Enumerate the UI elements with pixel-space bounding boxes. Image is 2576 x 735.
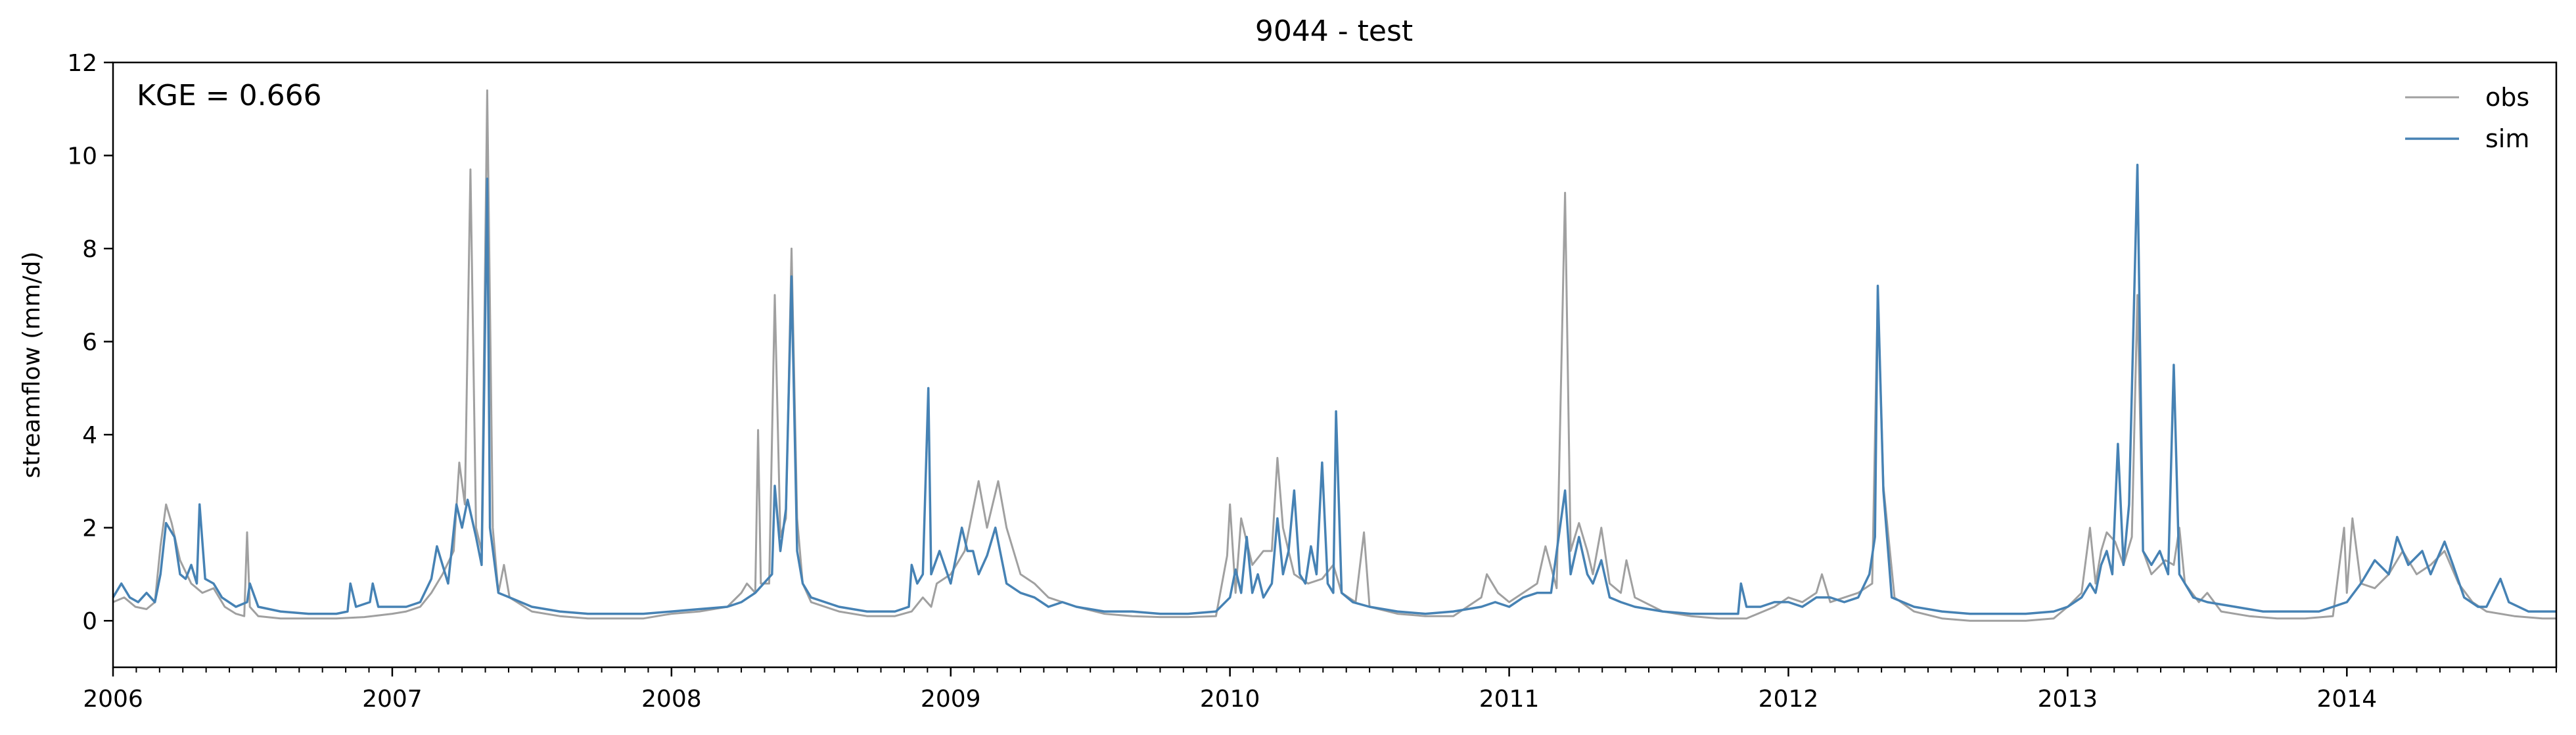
x-tick-label: 2014: [2317, 686, 2378, 713]
y-tick-label: 0: [82, 608, 97, 635]
series-line-sim: [112, 163, 2556, 615]
y-tick-label: 2: [82, 515, 97, 542]
y-tick-label: 12: [67, 50, 97, 77]
x-axis-ticks: 2006 2007 2008 2009 2010 2011 2012 2013 2014: [83, 667, 2557, 713]
x-tick-label: 2011: [1479, 686, 1540, 713]
y-tick-label: 10: [67, 143, 97, 170]
y-axis-ticks: 0 2 4 6 8 10 12: [67, 50, 113, 635]
y-axis-label: streamflow (mm/d): [18, 252, 45, 479]
y-tick-label: 6: [82, 329, 97, 356]
series-layer: [112, 89, 2556, 622]
legend: obs sim: [2405, 83, 2529, 153]
chart-title: 9044 - test: [1255, 14, 1413, 48]
x-tick-label: 2006: [83, 686, 143, 713]
x-tick-label: 2009: [921, 686, 981, 713]
x-tick-label: 2008: [641, 686, 702, 713]
y-tick-label: 4: [82, 422, 97, 449]
x-tick-label: 2010: [1200, 686, 1260, 713]
x-tick-label: 2013: [2038, 686, 2098, 713]
kge-annotation: KGE = 0.666: [137, 79, 322, 112]
axes-frame: [112, 61, 2558, 669]
y-tick-label: 8: [82, 236, 97, 263]
x-tick-label: 2007: [362, 686, 423, 713]
legend-label-obs: obs: [2485, 83, 2529, 112]
x-tick-label: 2012: [1759, 686, 1819, 713]
legend-label-sim: sim: [2485, 124, 2529, 153]
